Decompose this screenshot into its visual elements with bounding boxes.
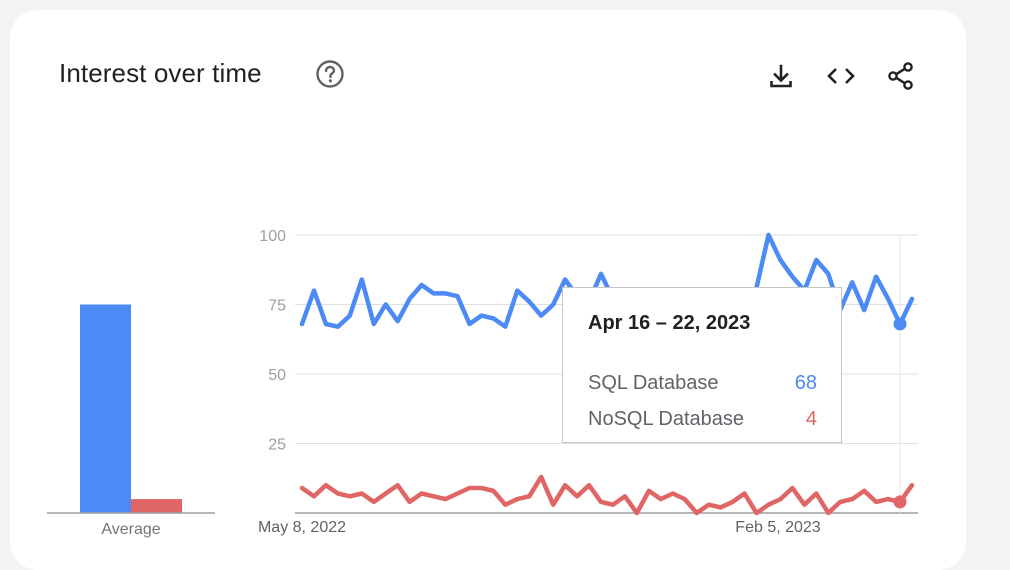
nosql-series-line bbox=[299, 474, 915, 516]
tooltip-series-name: SQL Database bbox=[588, 372, 719, 394]
embed-code-icon[interactable] bbox=[825, 60, 857, 92]
card-title: Interest over time bbox=[59, 58, 262, 88]
x-tick-label: Feb 5, 2023 bbox=[735, 519, 821, 536]
sql-series-line bbox=[299, 232, 915, 405]
chart-tooltip: Apr 16 – 22, 2023 SQL Database 68 NoSQL … bbox=[562, 287, 842, 443]
share-icon[interactable] bbox=[885, 60, 917, 92]
y-tick-label: 75 bbox=[268, 298, 286, 315]
y-tick-label: 50 bbox=[268, 367, 286, 384]
download-icon[interactable] bbox=[765, 60, 797, 92]
average-label: Average bbox=[101, 521, 160, 538]
help-circle-icon[interactable] bbox=[315, 59, 345, 89]
hover-point bbox=[893, 495, 907, 509]
average-bar bbox=[80, 304, 131, 513]
tooltip-date: Apr 16 – 22, 2023 bbox=[588, 312, 751, 334]
tooltip-series-value: 68 bbox=[794, 372, 817, 394]
tooltip-row-sql: SQL Database 68 bbox=[588, 372, 817, 395]
hover-point bbox=[893, 317, 907, 331]
y-tick-label: 25 bbox=[268, 437, 286, 454]
y-tick-label: 100 bbox=[259, 228, 286, 245]
interest-chart: Average 25 50 75 100 May 8, 2022 Feb 5, 2023 bbox=[47, 228, 918, 538]
tooltip-series-name: NoSQL Database bbox=[588, 408, 745, 430]
x-tick-label: May 8, 2022 bbox=[258, 519, 346, 536]
tooltip-row-nosql: NoSQL Database 4 bbox=[588, 408, 817, 431]
average-bar bbox=[131, 499, 182, 513]
tooltip-series-value: 4 bbox=[805, 408, 817, 430]
